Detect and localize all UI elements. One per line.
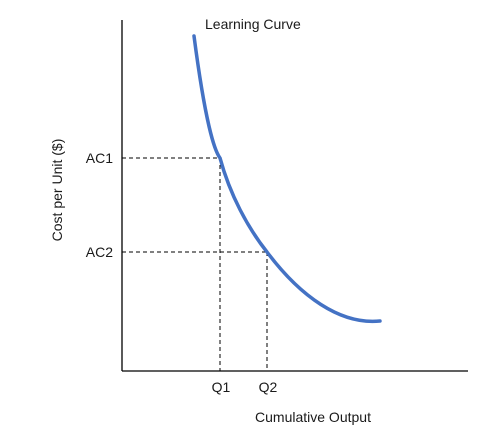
x-tick-label-q1: Q1 xyxy=(212,379,231,395)
learning-curve-line xyxy=(192,34,382,324)
y-tick-label-ac1: AC1 xyxy=(86,150,113,166)
x-axis-title: Cumulative Output xyxy=(255,409,371,425)
chart-title: Learning Curve xyxy=(205,16,301,32)
y-axis-title: Cost per Unit ($) xyxy=(49,139,65,242)
x-tick-label-q2: Q2 xyxy=(259,379,278,395)
y-tick-label-ac2: AC2 xyxy=(86,244,113,260)
